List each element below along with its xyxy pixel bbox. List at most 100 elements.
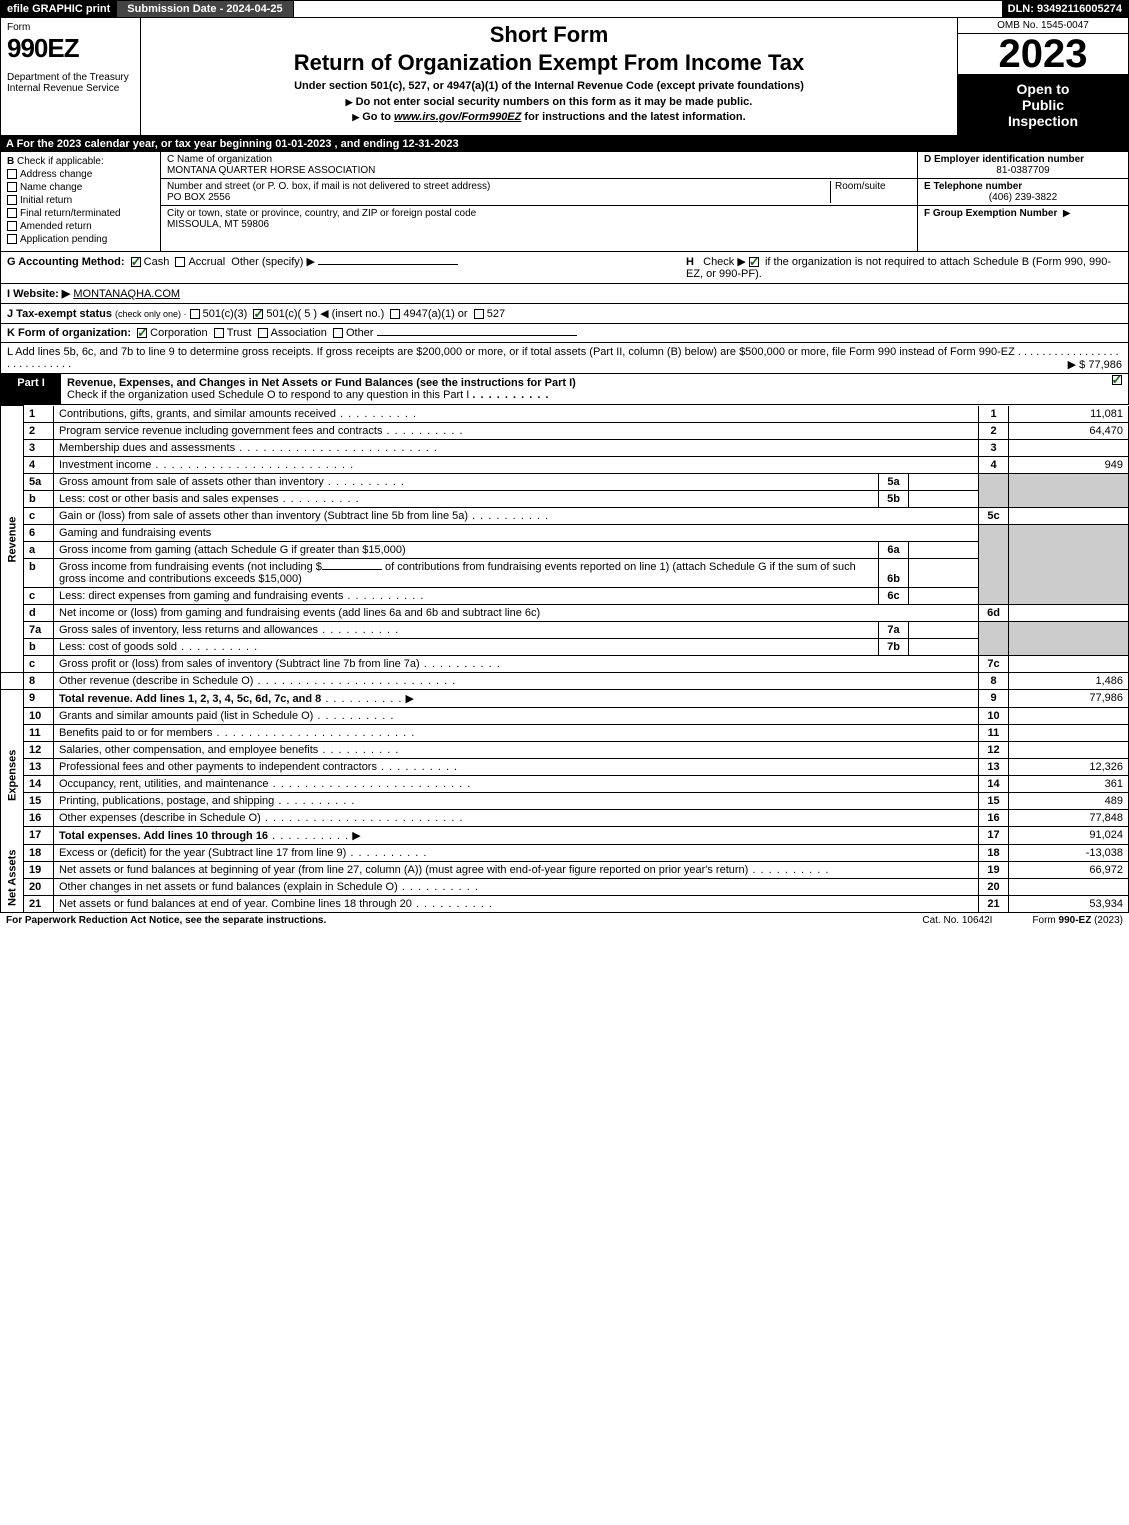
line-5c-ref: 5c (979, 507, 1009, 524)
chk-accrual[interactable] (175, 257, 185, 267)
row-i-website: I Website: ▶ MONTANAQHA.COM (0, 284, 1129, 304)
header-right: OMB No. 1545-0047 2023 Open to Public In… (958, 18, 1128, 135)
tel-value: (406) 239-3822 (924, 192, 1122, 203)
other-org-input[interactable] (377, 335, 577, 336)
line-5c-num: c (24, 507, 54, 524)
b-label: B (7, 156, 14, 167)
g-accounting: G Accounting Method: Cash Accrual Other … (7, 255, 676, 280)
line-1-ref: 1 (979, 406, 1009, 423)
line-10-desc: Grants and similar amounts paid (list in… (54, 707, 979, 724)
return-title: Return of Organization Exempt From Incom… (149, 50, 949, 76)
city-value: MISSOULA, MT 59806 (167, 219, 911, 230)
line-5a-desc: Gross amount from sale of assets other t… (54, 473, 879, 490)
ein-label: D Employer identification number (924, 154, 1084, 165)
line-6c-desc: Less: direct expenses from gaming and fu… (54, 587, 879, 604)
chk-501c3[interactable] (190, 309, 200, 319)
side-expenses: Expenses (1, 707, 24, 844)
header-mid: Short Form Return of Organization Exempt… (141, 18, 958, 135)
line-4-ref: 4 (979, 456, 1009, 473)
line-16-desc: Other expenses (describe in Schedule O) (54, 809, 979, 826)
line-7ab-shade (979, 621, 1009, 655)
form-header: Form 990EZ Department of the Treasury In… (0, 18, 1129, 136)
line-6b-desc: Gross income from fundraising events (no… (54, 558, 879, 587)
line-18-ref: 18 (979, 844, 1009, 861)
grp-label: F Group Exemption Number (924, 208, 1057, 219)
line-9-val: 77,986 (1009, 689, 1129, 707)
chk-name-change[interactable] (7, 182, 17, 192)
line-5ab-shade-val (1009, 473, 1129, 507)
b-checkif: Check if applicable: (17, 156, 104, 167)
short-form-title: Short Form (149, 22, 949, 48)
trust-label: Trust (227, 327, 252, 339)
footer-left: For Paperwork Reduction Act Notice, see … (6, 915, 326, 926)
goto-suffix: for instructions and the latest informat… (521, 111, 745, 123)
line-10-num: 10 (24, 707, 54, 724)
line-6a-subval (909, 541, 979, 558)
line-14-desc: Occupancy, rent, utilities, and maintena… (54, 775, 979, 792)
amended-return-label: Amended return (20, 221, 92, 232)
initial-return-label: Initial return (20, 195, 72, 206)
line-5c-desc: Gain or (loss) from sale of assets other… (54, 507, 979, 524)
chk-schedule-b[interactable] (749, 257, 759, 267)
efile-print-button[interactable]: efile GRAPHIC print (1, 1, 117, 17)
chk-cash[interactable] (131, 257, 141, 267)
line-7a-num: 7a (24, 621, 54, 638)
chk-initial-return[interactable] (7, 195, 17, 205)
footer-cat-no: Cat. No. 10642I (922, 915, 992, 926)
line-6c-num: c (24, 587, 54, 604)
chk-527[interactable] (474, 309, 484, 319)
irs-label: Internal Revenue Service (7, 83, 134, 94)
city-label: City or town, state or province, country… (167, 208, 911, 219)
part-i-title: Revenue, Expenses, and Changes in Net As… (67, 377, 576, 389)
chk-final-return[interactable] (7, 208, 17, 218)
footer-right: Form 990-EZ (2023) (1032, 915, 1123, 926)
side-net-assets: Net Assets (1, 844, 24, 912)
form-word: Form (7, 22, 134, 33)
line-11-desc: Benefits paid to or for members (54, 724, 979, 741)
line-6d-num: d (24, 604, 54, 621)
line-6a-num: a (24, 541, 54, 558)
other-specify-input[interactable] (318, 264, 458, 265)
section-a-taxyear: A For the 2023 calendar year, or tax yea… (0, 136, 1129, 152)
l-amount: ▶ $ 77,986 (1068, 358, 1122, 371)
chk-trust[interactable] (214, 328, 224, 338)
line-19-num: 19 (24, 861, 54, 878)
line-18-desc: Excess or (deficit) for the year (Subtra… (54, 844, 979, 861)
row-l-gross-receipts: L Add lines 5b, 6c, and 7b to line 9 to … (0, 343, 1129, 374)
part-i-desc: Revenue, Expenses, and Changes in Net As… (61, 374, 1108, 404)
line-7b-num: b (24, 638, 54, 655)
dln-number: DLN: 93492116005274 (1002, 1, 1128, 17)
side-revenue: Revenue (1, 406, 24, 673)
l-text: L Add lines 5b, 6c, and 7b to line 9 to … (7, 346, 1015, 358)
chk-4947[interactable] (390, 309, 400, 319)
org-name: MONTANA QUARTER HORSE ASSOCIATION (167, 165, 911, 176)
cash-label: Cash (144, 256, 170, 268)
header-left: Form 990EZ Department of the Treasury In… (1, 18, 141, 135)
chk-corporation[interactable] (137, 328, 147, 338)
chk-other-org[interactable] (333, 328, 343, 338)
dept-treasury: Department of the Treasury (7, 72, 134, 83)
part-i-header: Part I Revenue, Expenses, and Changes in… (0, 374, 1129, 405)
line-14-ref: 14 (979, 775, 1009, 792)
chk-schedule-o[interactable] (1112, 375, 1122, 385)
goto-link[interactable]: www.irs.gov/Form990EZ (394, 111, 521, 123)
line-6b-num: b (24, 558, 54, 587)
501c3-label: 501(c)(3) (203, 308, 248, 320)
c-street-block: Number and street (or P. O. box, if mail… (161, 179, 917, 206)
527-label: 527 (487, 308, 505, 320)
chk-501c[interactable] (253, 309, 263, 319)
line-11-ref: 11 (979, 724, 1009, 741)
chk-address-change[interactable] (7, 169, 17, 179)
chk-association[interactable] (258, 328, 268, 338)
d-group-block: F Group Exemption Number ▶ (918, 206, 1128, 221)
chk-amended-return[interactable] (7, 221, 17, 231)
row-k-form-org: K Form of organization: Corporation Trus… (0, 324, 1129, 343)
ein-value: 81-0387709 (924, 165, 1122, 176)
grp-arrow-icon: ▶ (1063, 208, 1071, 219)
line-6b-amount-input[interactable] (322, 569, 382, 570)
line-3-val (1009, 439, 1129, 456)
chk-application-pending[interactable] (7, 234, 17, 244)
website-link[interactable]: MONTANAQHA.COM (73, 288, 180, 300)
line-21-val: 53,934 (1009, 895, 1129, 912)
other-org-label: Other (346, 327, 374, 339)
